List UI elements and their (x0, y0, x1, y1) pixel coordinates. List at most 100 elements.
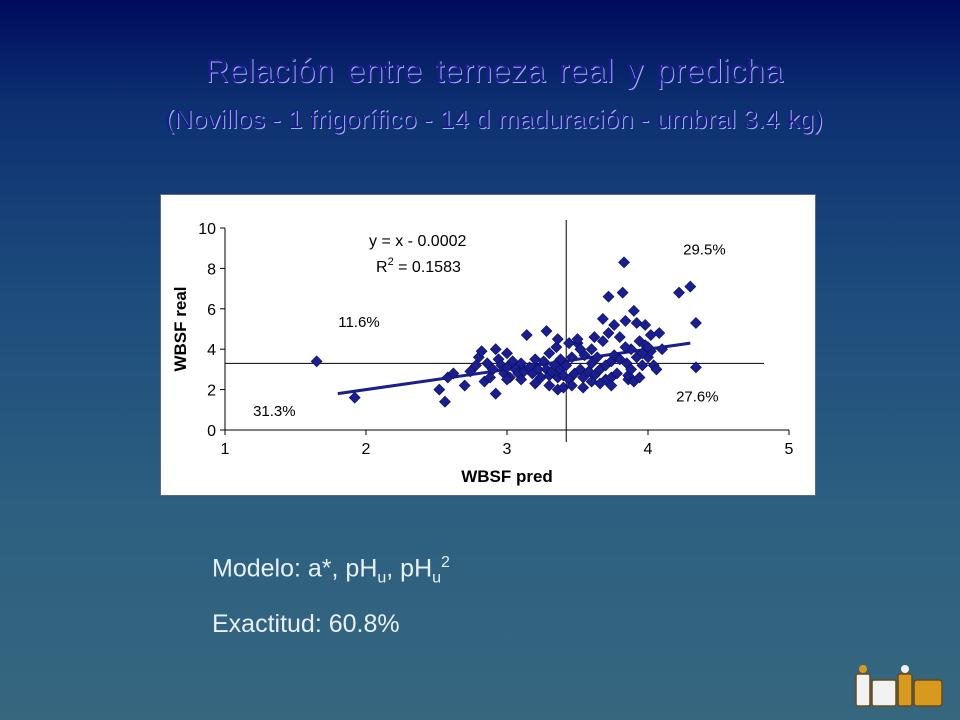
data-point (529, 377, 542, 390)
data-point (520, 329, 533, 341)
data-point (611, 367, 623, 380)
x-tick-label: 4 (644, 441, 653, 458)
model-label: Modelo: a*, pH (212, 554, 378, 583)
data-point (673, 286, 685, 299)
data-point (458, 379, 471, 392)
data-point (656, 343, 669, 356)
data-point (639, 319, 652, 331)
data-point (565, 379, 578, 392)
data-point (596, 335, 609, 348)
data-point (625, 363, 638, 376)
model-sup: 2 (441, 554, 450, 571)
data-point (484, 371, 497, 384)
data-point (636, 347, 649, 360)
data-point (475, 345, 488, 358)
r2-value: = 0.1583 (394, 259, 461, 276)
data-point (616, 286, 629, 299)
data-point (348, 391, 361, 404)
slide-title: Relación entre terneza real y predicha (205, 52, 783, 89)
r2-r: R (376, 259, 388, 276)
data-point (690, 361, 702, 374)
data-point (489, 387, 502, 400)
data-point (543, 347, 556, 360)
y-tick-label: 0 (207, 423, 216, 440)
slide-subtitle: (Novillos - 1 frigorífico - 14 d madurac… (165, 104, 823, 134)
data-point (636, 359, 649, 372)
y-tick-label: 4 (207, 342, 216, 359)
x-axis-title: WBSF pred (461, 467, 553, 486)
data-point (481, 357, 494, 370)
accuracy-text: Exactitud: 60.8% (212, 610, 400, 638)
data-point (630, 317, 643, 329)
points-group (310, 256, 702, 408)
data-point (501, 347, 513, 360)
data-point (529, 353, 542, 366)
data-point (591, 351, 604, 364)
y-axis-title: WBSF real (171, 286, 190, 371)
data-point (633, 371, 646, 384)
chart-panel: 0 2 4 6 8 10 1 2 3 4 5 11.6% 29.5% 31.3% 27.6% y = x … (160, 194, 816, 496)
data-point (602, 290, 615, 303)
data-point (619, 314, 632, 327)
data-point (464, 365, 477, 378)
data-point (585, 375, 598, 388)
data-point (613, 331, 626, 344)
model-sep: , pH (386, 554, 433, 583)
data-point (563, 337, 575, 350)
data-point (596, 312, 609, 325)
r-squared-label: R2 = 0.1583 (376, 256, 461, 276)
quadrant-label: 29.5% (683, 241, 726, 258)
data-point (684, 280, 697, 293)
data-point (618, 256, 630, 269)
data-point (550, 341, 563, 354)
data-point (565, 351, 578, 364)
data-point (585, 343, 598, 356)
inia-logo (855, 665, 943, 707)
x-tick-label: 2 (362, 441, 371, 458)
data-point (433, 383, 446, 396)
data-point (515, 373, 528, 386)
data-point (608, 319, 621, 331)
data-point (602, 327, 615, 339)
y-tick-label: 2 (207, 383, 216, 400)
data-point (653, 327, 666, 339)
data-point (447, 367, 460, 380)
equation-label: y = x - 0.0002 (369, 233, 466, 250)
data-point (574, 343, 587, 356)
data-point (650, 363, 663, 376)
model-sub-2: u (432, 569, 442, 587)
data-point (554, 353, 567, 366)
quadrant-label: 31.3% (253, 403, 296, 420)
data-point (627, 304, 640, 317)
y-tick-label: 8 (207, 261, 216, 278)
data-point (619, 341, 632, 354)
data-point (577, 381, 590, 394)
r2-sup: 2 (388, 256, 394, 268)
data-point (585, 357, 598, 370)
data-point (644, 329, 657, 341)
x-tick-label: 1 (221, 441, 230, 458)
data-point (489, 343, 502, 356)
quadrant-label: 27.6% (676, 389, 719, 406)
data-point (690, 317, 702, 329)
model-text: Modelo: a*, pHu, pHu2 (212, 554, 450, 587)
quadrant-labels-group: 11.6% 29.5% 31.3% 27.6% (253, 241, 726, 420)
data-point (540, 325, 553, 337)
data-point (594, 377, 606, 390)
data-point (501, 361, 513, 374)
data-point (551, 333, 564, 346)
data-point (571, 333, 584, 346)
data-point (439, 395, 451, 408)
data-point (310, 355, 323, 368)
data-point (543, 379, 556, 392)
data-point (642, 341, 654, 354)
x-tick-label: 3 (503, 441, 512, 458)
data-point (588, 331, 601, 344)
data-point (560, 359, 573, 372)
data-point (605, 379, 618, 392)
y-tick-label: 6 (207, 302, 216, 319)
quadrant-label: 11.6% (338, 314, 379, 331)
y-tick-label: 10 (198, 221, 216, 238)
